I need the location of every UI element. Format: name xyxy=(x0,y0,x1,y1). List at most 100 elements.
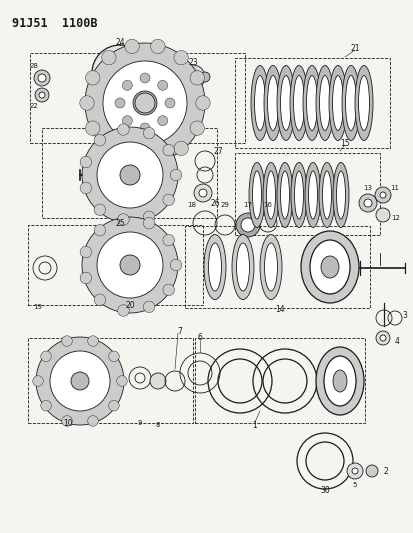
Text: 26: 26 xyxy=(210,198,219,207)
Text: 6: 6 xyxy=(197,334,202,343)
Bar xyxy=(42,128,216,218)
Circle shape xyxy=(120,165,140,185)
Ellipse shape xyxy=(231,235,254,300)
Circle shape xyxy=(375,208,389,222)
Circle shape xyxy=(80,182,91,193)
Circle shape xyxy=(143,127,154,139)
Ellipse shape xyxy=(300,231,358,303)
Circle shape xyxy=(88,336,98,346)
Ellipse shape xyxy=(318,163,334,228)
Text: 28: 28 xyxy=(30,63,39,69)
Circle shape xyxy=(133,91,157,115)
Text: 4: 4 xyxy=(394,336,399,345)
Text: 19: 19 xyxy=(33,304,43,310)
Ellipse shape xyxy=(254,76,265,131)
Circle shape xyxy=(102,141,116,156)
Ellipse shape xyxy=(276,163,292,228)
Circle shape xyxy=(94,134,105,146)
Text: 10: 10 xyxy=(63,418,73,427)
Ellipse shape xyxy=(294,171,303,219)
Ellipse shape xyxy=(322,171,331,219)
Circle shape xyxy=(38,74,46,82)
Ellipse shape xyxy=(306,76,317,131)
Text: 8: 8 xyxy=(155,422,160,428)
Text: 3: 3 xyxy=(401,311,406,319)
Circle shape xyxy=(190,71,204,85)
Bar xyxy=(28,225,202,305)
Circle shape xyxy=(94,224,105,236)
Ellipse shape xyxy=(358,76,369,131)
Text: 15: 15 xyxy=(339,139,349,148)
Ellipse shape xyxy=(293,76,304,131)
Circle shape xyxy=(80,246,91,258)
Circle shape xyxy=(120,255,140,275)
Circle shape xyxy=(50,351,110,411)
Circle shape xyxy=(150,152,165,167)
Circle shape xyxy=(374,187,390,203)
Circle shape xyxy=(102,51,116,65)
Text: 18: 18 xyxy=(187,202,196,208)
Ellipse shape xyxy=(302,66,320,141)
Circle shape xyxy=(363,199,371,207)
Ellipse shape xyxy=(252,171,261,219)
Text: 30: 30 xyxy=(319,487,329,496)
Bar xyxy=(30,53,244,143)
Circle shape xyxy=(125,39,139,54)
Circle shape xyxy=(379,335,385,341)
Circle shape xyxy=(85,71,100,85)
Circle shape xyxy=(170,259,181,271)
Text: 2: 2 xyxy=(383,466,387,475)
Text: 25: 25 xyxy=(115,219,124,228)
Circle shape xyxy=(39,92,45,98)
Circle shape xyxy=(117,124,129,135)
Circle shape xyxy=(34,70,50,86)
Ellipse shape xyxy=(308,171,317,219)
Circle shape xyxy=(94,294,105,305)
Text: 12: 12 xyxy=(391,215,399,221)
Ellipse shape xyxy=(304,163,320,228)
Ellipse shape xyxy=(280,76,291,131)
Ellipse shape xyxy=(289,66,307,141)
Ellipse shape xyxy=(332,370,346,392)
Circle shape xyxy=(94,204,105,215)
Text: 1: 1 xyxy=(252,421,257,430)
Bar xyxy=(195,338,364,423)
Ellipse shape xyxy=(259,235,281,300)
Circle shape xyxy=(143,217,154,229)
Ellipse shape xyxy=(341,66,359,141)
Circle shape xyxy=(80,156,91,168)
Ellipse shape xyxy=(276,66,294,141)
Circle shape xyxy=(143,301,154,312)
Ellipse shape xyxy=(332,163,348,228)
Circle shape xyxy=(163,194,174,206)
Text: 29: 29 xyxy=(220,202,229,208)
Bar xyxy=(235,58,389,148)
Circle shape xyxy=(85,43,204,163)
Ellipse shape xyxy=(323,356,355,406)
Circle shape xyxy=(173,51,188,65)
Circle shape xyxy=(170,169,181,181)
Ellipse shape xyxy=(208,243,221,291)
Circle shape xyxy=(33,376,43,386)
Circle shape xyxy=(71,372,89,390)
Circle shape xyxy=(165,98,175,108)
Ellipse shape xyxy=(204,235,225,300)
Circle shape xyxy=(143,211,154,223)
Text: 7: 7 xyxy=(177,327,182,335)
Ellipse shape xyxy=(264,243,277,291)
Circle shape xyxy=(240,218,254,232)
Circle shape xyxy=(190,121,204,135)
Ellipse shape xyxy=(315,347,363,415)
Circle shape xyxy=(88,416,98,426)
Ellipse shape xyxy=(309,240,349,294)
Circle shape xyxy=(117,215,129,227)
Circle shape xyxy=(150,373,166,389)
Circle shape xyxy=(199,72,209,82)
Ellipse shape xyxy=(263,66,281,141)
Text: 17: 17 xyxy=(243,202,252,208)
Ellipse shape xyxy=(345,76,356,131)
Text: 5: 5 xyxy=(352,482,356,488)
Text: 21: 21 xyxy=(349,44,359,52)
Circle shape xyxy=(109,351,119,361)
Text: 11: 11 xyxy=(389,185,399,191)
